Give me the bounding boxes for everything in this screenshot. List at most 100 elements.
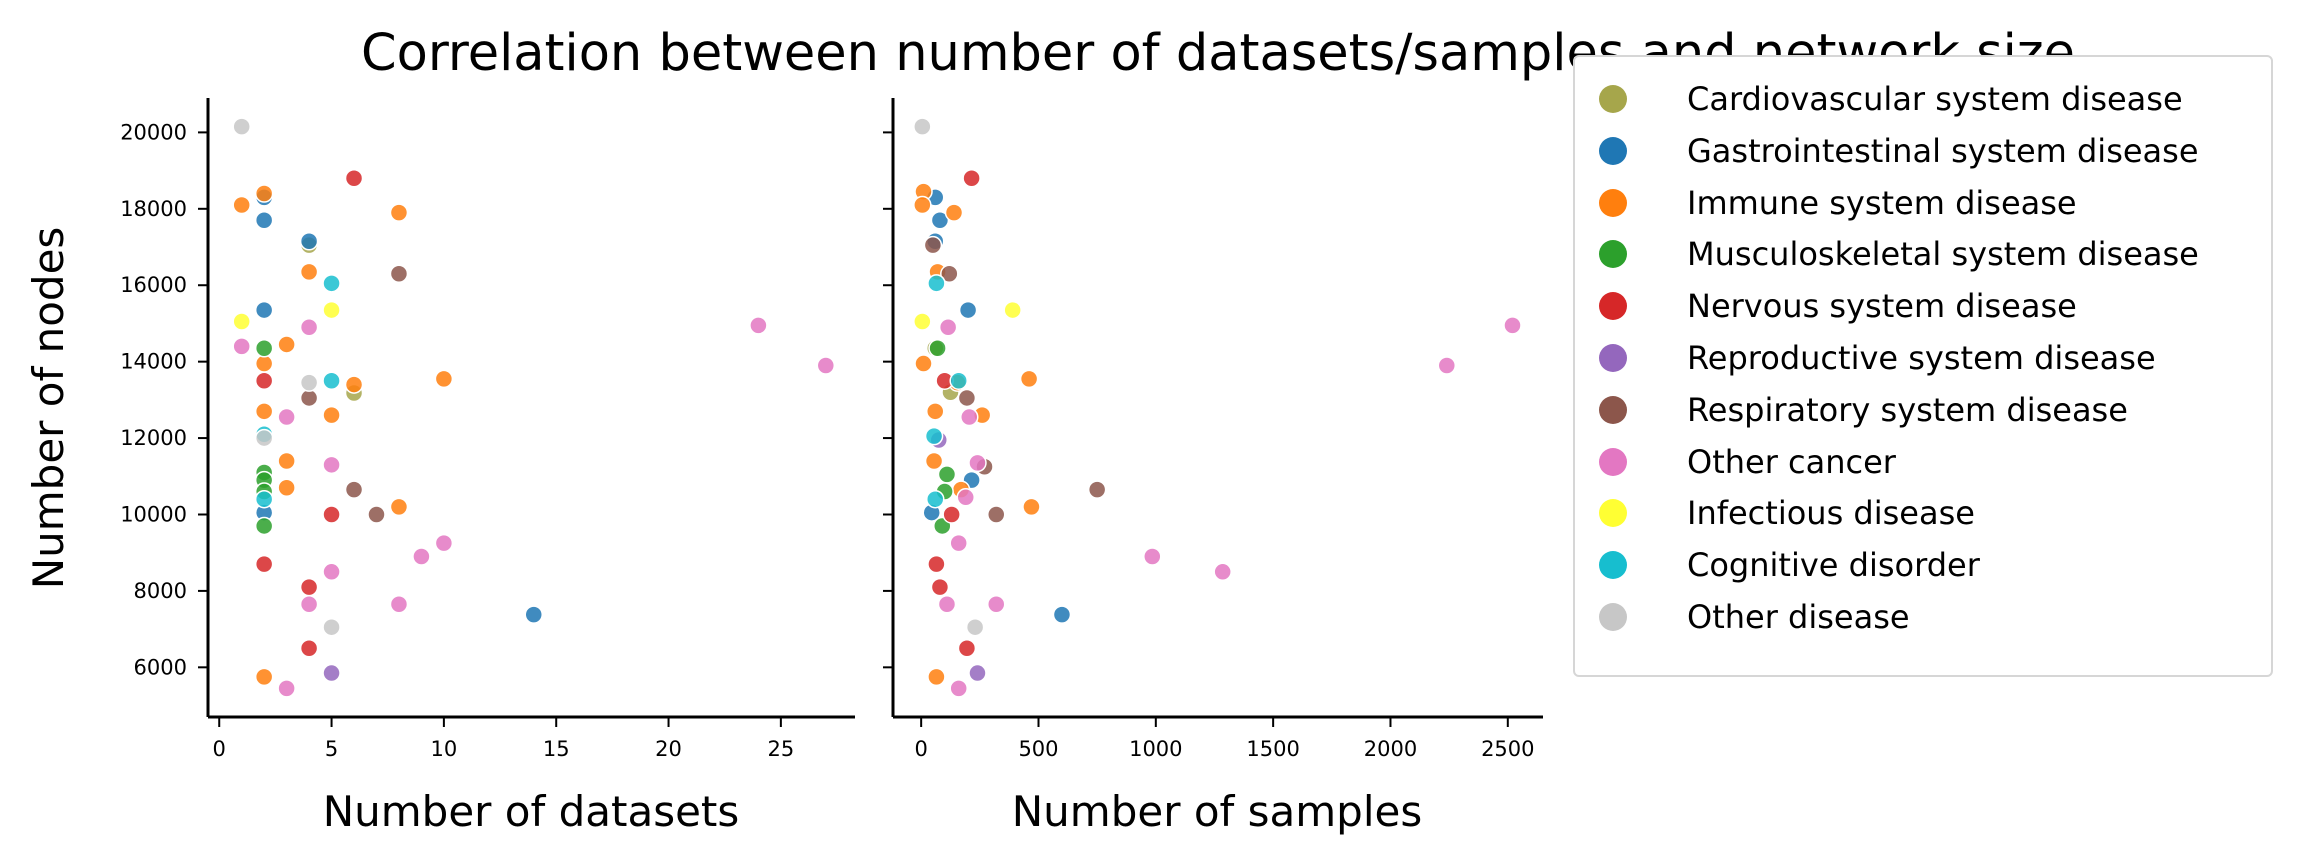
legend-marker: [1599, 344, 1627, 372]
y-tick-label: 16000: [120, 273, 187, 297]
y-tick-label: 6000: [134, 655, 187, 679]
data-point: [344, 375, 364, 394]
data-point: [389, 264, 409, 284]
data-point: [322, 300, 341, 320]
x-tick-label: 2500: [1481, 737, 1534, 761]
data-point: [1503, 316, 1522, 335]
legend-item: Respiratory system disease: [1599, 388, 2128, 432]
y-tick-label: 14000: [120, 350, 187, 374]
data-point: [965, 617, 985, 637]
data-point: [232, 337, 251, 356]
legend-marker: [1599, 447, 1627, 476]
data-point: [254, 428, 274, 448]
data-point: [927, 667, 946, 687]
legend-item: Gastrointestinal system disease: [1599, 129, 2199, 173]
legend-item: Other disease: [1599, 595, 1910, 639]
legend-label: Cognitive disorder: [1687, 546, 1980, 585]
data-point: [434, 533, 454, 553]
data-point: [299, 232, 319, 251]
data-point: [816, 356, 836, 375]
y-tick-label: 8000: [134, 579, 187, 603]
legend-item: Reproductive system disease: [1599, 336, 2156, 380]
data-point: [927, 274, 946, 293]
data-point: [957, 638, 977, 658]
data-point: [412, 547, 431, 566]
x-tick-label: 500: [1018, 737, 1058, 761]
x-tick-label: 10: [431, 737, 458, 761]
data-point: [389, 595, 409, 614]
legend-label: Reproductive system disease: [1687, 339, 2156, 377]
legend-marker: [1599, 188, 1627, 217]
data-point: [299, 577, 319, 597]
data-point: [367, 505, 386, 524]
legend-item: Nervous system disease: [1599, 284, 2077, 328]
data-point: [925, 402, 945, 421]
data-point: [930, 211, 950, 230]
legend-marker: [1599, 136, 1627, 165]
data-point: [968, 663, 987, 683]
legend-item: Cognitive disorder: [1599, 543, 1980, 587]
samples-scatter-panel: Number of samples 0 500 1000 1500 2000 2500: [883, 98, 1543, 836]
data-point: [232, 117, 251, 136]
data-point: [960, 407, 979, 427]
legend-item: Cardiovascular system disease: [1599, 77, 2183, 121]
data-point: [913, 117, 932, 136]
data-point: [389, 203, 409, 222]
x-tick-label: 0: [914, 737, 927, 761]
legend-label: Immune system disease: [1687, 183, 2077, 222]
legend-label: Gastrointestinal system disease: [1687, 131, 2199, 170]
data-point: [937, 595, 957, 614]
data-point: [1437, 356, 1457, 375]
data-point: [322, 405, 341, 425]
data-point: [232, 195, 251, 215]
data-point: [962, 168, 981, 188]
data-point: [254, 667, 274, 687]
data-point: [389, 497, 409, 517]
x-tick-label: 1500: [1246, 737, 1299, 761]
x-tick-label: 2000: [1364, 737, 1417, 761]
data-point: [254, 554, 274, 574]
data-point: [232, 312, 251, 331]
data-point: [1019, 369, 1039, 389]
data-point: [322, 617, 341, 637]
legend: Cardiovascular system disease Gastrointes…: [1573, 55, 2273, 677]
x-tick-label: 20: [655, 737, 682, 761]
data-point: [277, 679, 296, 698]
data-point: [956, 488, 975, 507]
data-point: [927, 554, 946, 574]
data-point: [914, 354, 933, 373]
data-point: [254, 211, 274, 230]
legend-item: Immune system disease: [1599, 181, 2077, 225]
data-point: [986, 505, 1006, 524]
x-tick-label: 15: [543, 737, 570, 761]
data-point: [254, 402, 274, 421]
data-point: [1003, 300, 1022, 320]
data-point: [1087, 480, 1107, 499]
data-point: [925, 489, 945, 509]
data-point: [322, 371, 341, 391]
data-point: [299, 262, 319, 282]
legend-item: Musculoskeletal system disease: [1599, 232, 2199, 276]
data-point: [928, 339, 947, 358]
data-point: [1143, 547, 1162, 566]
datasets-x-axis-label: Number of datasets: [323, 787, 740, 836]
data-point: [299, 373, 319, 392]
data-point: [1213, 562, 1232, 582]
data-point: [299, 388, 319, 408]
y-tick-label: 10000: [120, 502, 187, 526]
data-point: [254, 300, 274, 320]
y-tick-label: 12000: [120, 426, 187, 450]
legend-item: Other cancer: [1599, 440, 1896, 484]
data-point: [944, 203, 964, 222]
data-point: [299, 318, 319, 337]
x-tick-label: 1000: [1129, 737, 1182, 761]
data-point: [986, 595, 1006, 614]
data-point: [949, 533, 968, 553]
data-point: [322, 562, 341, 582]
legend-item: Infectious disease: [1599, 491, 1975, 535]
legend-label: Cardiovascular system disease: [1687, 80, 2183, 118]
data-point: [930, 577, 950, 597]
data-point: [923, 235, 943, 255]
data-point: [254, 489, 274, 509]
